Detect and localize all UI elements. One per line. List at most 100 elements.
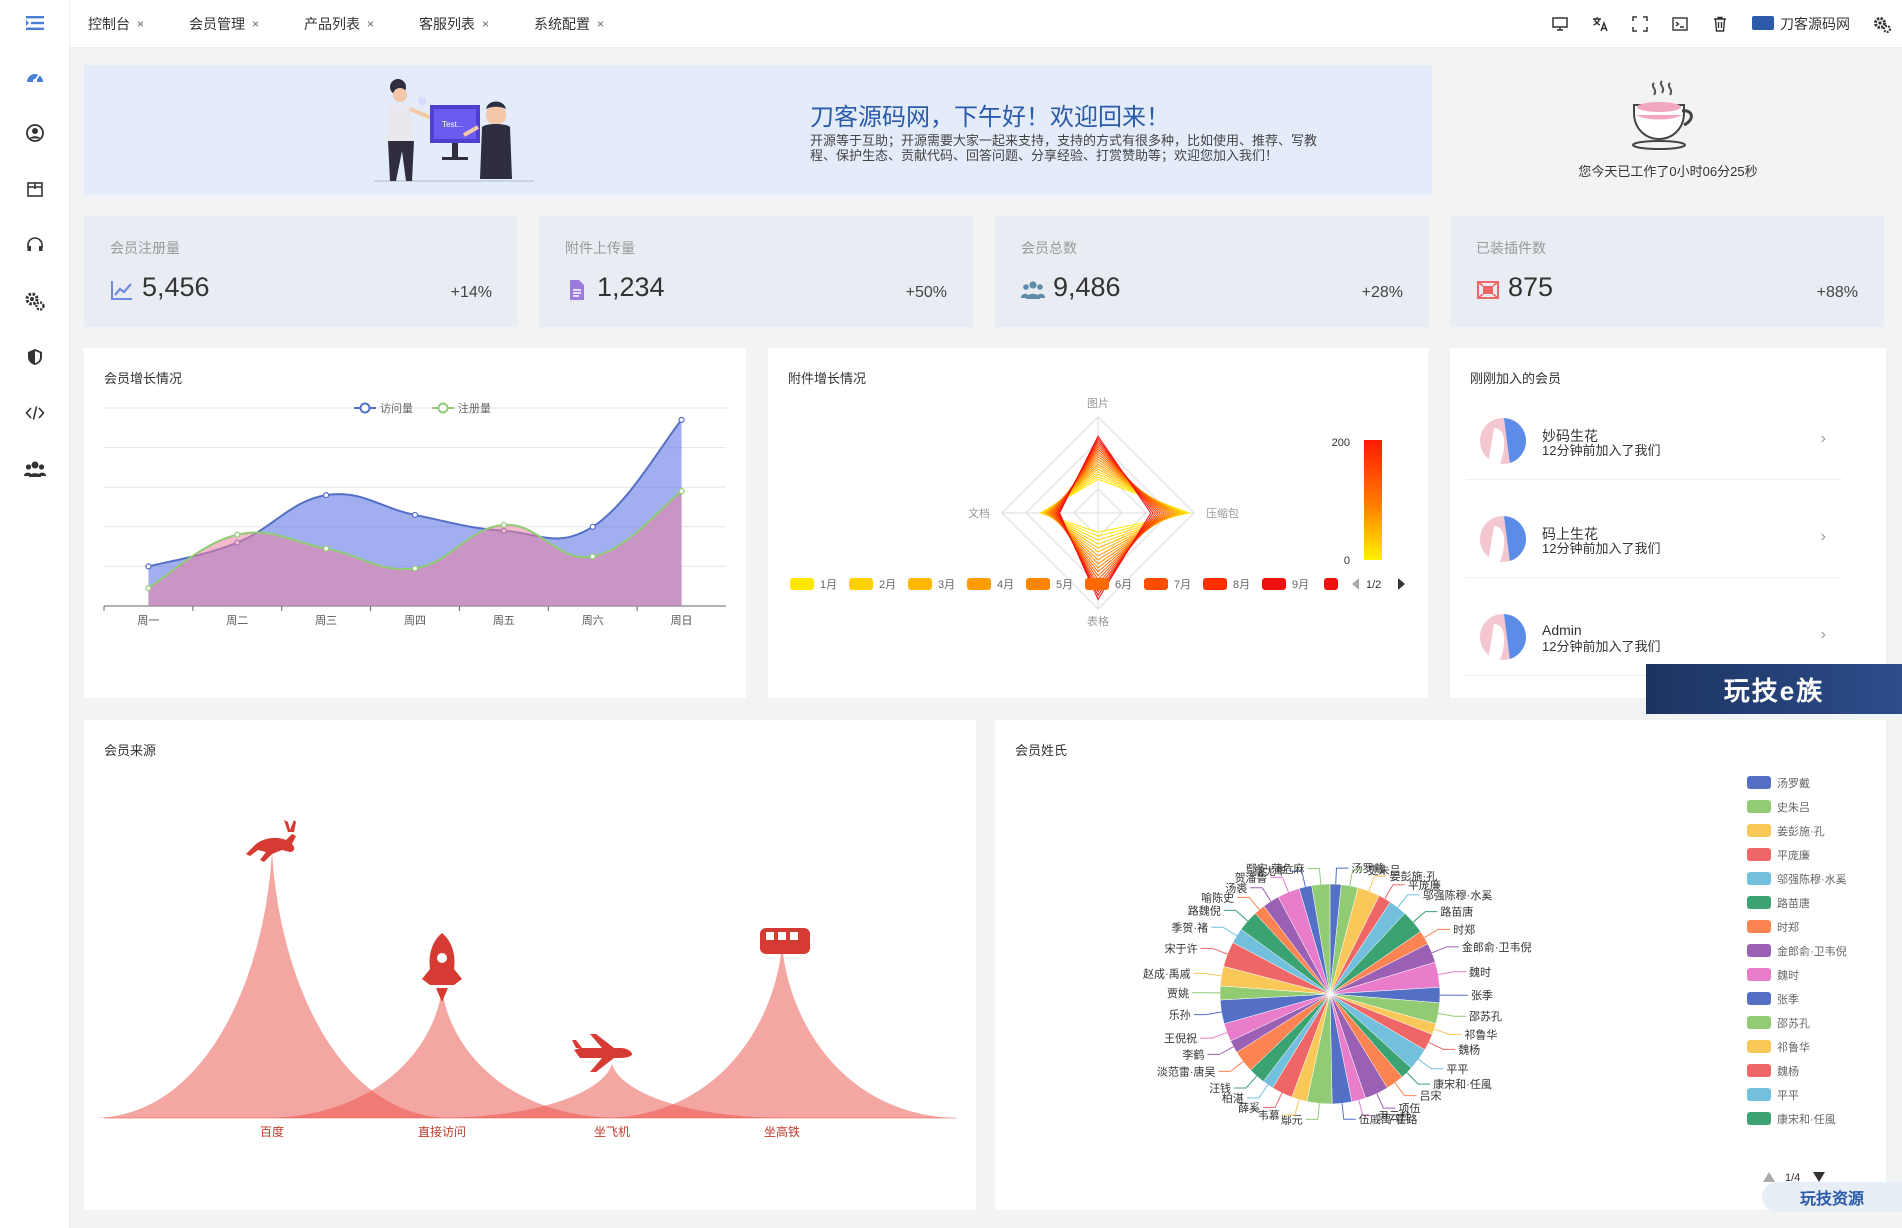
data-point	[323, 492, 330, 499]
legend-label: 汤罗戴	[1777, 776, 1810, 790]
data-point	[589, 553, 596, 560]
gears-icon[interactable]	[22, 288, 48, 314]
close-icon[interactable]: ×	[482, 17, 490, 31]
pie-label: 时郑	[1453, 922, 1475, 936]
legend-swatch	[1747, 776, 1771, 789]
chevron-right-icon: ›	[1820, 430, 1826, 447]
legend-label: 1月	[820, 579, 837, 591]
site-name[interactable]: 刀客源码网	[1780, 16, 1850, 32]
data-point	[500, 521, 507, 528]
pie-label: 宋于许	[1165, 941, 1198, 955]
surname-pie-chart: 汤罗戴史朱吕姜彭施·孔平庞廉邬强陈穆·水奚路苗唐时郑金郎俞·卫韦倪魏时张季邵苏孔…	[1143, 776, 1847, 1184]
package-icon[interactable]	[22, 176, 48, 202]
trash-icon[interactable]	[1708, 12, 1732, 36]
close-icon[interactable]: ×	[367, 17, 375, 31]
legend-swatch	[1747, 944, 1771, 957]
legend-swatch	[1747, 800, 1771, 813]
legend-label: 魏杨	[1777, 1064, 1799, 1078]
stat-change: +50%	[905, 284, 947, 301]
stat-card-plugins: 已装插件数 875 +88%	[1450, 216, 1884, 327]
pie-label: 邵苏孔	[1469, 1010, 1502, 1023]
legend-swatch	[1203, 578, 1227, 590]
pie-label: 项伍	[1399, 1102, 1421, 1115]
terminal-icon[interactable]	[1668, 12, 1692, 36]
close-icon[interactable]: ×	[597, 17, 605, 31]
pie-label-line	[1335, 867, 1349, 885]
pie-label-line	[1193, 972, 1222, 977]
file-icon	[570, 280, 584, 300]
headset-icon[interactable]	[22, 232, 48, 258]
user-icon[interactable]	[22, 120, 48, 146]
pie-label-line	[1438, 971, 1467, 976]
tab-label: 客服列表	[419, 16, 475, 32]
fullscreen-icon[interactable]	[1628, 12, 1652, 36]
stat-value: 9,486	[1053, 272, 1121, 302]
tab-dashboard[interactable]: 控制台 ×	[88, 0, 144, 48]
stat-value: 5,456	[142, 272, 210, 302]
radar-indicator-label: 表格	[1087, 614, 1109, 628]
pie-label: 贾姚	[1167, 986, 1189, 1000]
pie-label: 汤罗戴	[1351, 861, 1384, 875]
legend-label: 路苗唐	[1777, 896, 1810, 910]
pie-label-line	[1282, 1099, 1300, 1116]
legend-label: 张季	[1777, 993, 1799, 1006]
pie-label-line	[1250, 887, 1272, 902]
train-icon	[760, 928, 810, 954]
pie-label-line	[1270, 876, 1289, 893]
card-title: 会员增长情况	[104, 371, 183, 386]
radar-indicator-label: 图片	[1087, 397, 1109, 410]
pie-label: 淡范雷·唐吴	[1157, 1064, 1216, 1078]
code-icon[interactable]	[22, 400, 48, 426]
legend-label: 康宋和·任風	[1777, 1112, 1836, 1126]
pie-label: 伍戚禹·霍路	[1359, 1113, 1418, 1126]
card-title: 刚刚加入的会员	[1470, 371, 1562, 386]
dashboard-icon[interactable]	[22, 64, 48, 90]
pie-label: 赵成·禹戚	[1143, 966, 1191, 980]
member-name: Admin	[1542, 622, 1582, 638]
x-tick-label: 百度	[260, 1124, 284, 1139]
legend-label: 邬强陈穆·水奚	[1777, 872, 1847, 886]
translate-icon[interactable]	[1588, 12, 1612, 36]
tab-label: 系统配置	[534, 16, 590, 32]
close-icon[interactable]: ×	[137, 17, 145, 31]
legend-label: 邵苏孔	[1777, 1017, 1810, 1030]
stat-change: +28%	[1361, 284, 1403, 301]
pie-label-line	[1289, 870, 1306, 887]
legend-swatch	[1144, 578, 1168, 590]
legend-label: 姜彭施·孔	[1777, 824, 1825, 838]
users-icon[interactable]	[22, 456, 48, 482]
work-time-text: 您今天已工作了0小时06分25秒	[1578, 164, 1758, 179]
stat-change: +88%	[1816, 284, 1858, 301]
menu-toggle-icon[interactable]	[22, 10, 48, 36]
pie-label: 常尤毕	[1254, 865, 1287, 878]
stat-label: 已装插件数	[1476, 240, 1546, 256]
stat-label: 会员总数	[1021, 240, 1077, 256]
x-tick-label: 坐高铁	[764, 1124, 800, 1139]
stat-card-uploads: 附件上传量 1,234 +50%	[539, 216, 973, 327]
rocket-icon	[422, 933, 462, 1002]
member-joined: 12分钟前加入了我们	[1542, 639, 1661, 654]
member-item[interactable]: 妙码生花 12分钟前加入了我们 ›	[1466, 396, 1842, 480]
source-bar	[432, 1063, 792, 1118]
tab-members[interactable]: 会员管理 ×	[189, 0, 259, 48]
tab-settings[interactable]: 系统配置 ×	[534, 0, 604, 48]
tab-label: 控制台	[88, 16, 130, 32]
legend-marker	[437, 402, 449, 414]
legend-swatch	[1026, 578, 1050, 590]
tab-products[interactable]: 产品列表 ×	[304, 0, 374, 48]
monitor-icon[interactable]	[1548, 12, 1572, 36]
source-bar	[262, 987, 622, 1118]
tab-support[interactable]: 客服列表 ×	[419, 0, 489, 48]
surname-chart-card: 会员姓氏 汤罗戴 史朱吕 姜彭施·孔 平庞廉 邬强陈穆·水奚 路苗唐 时郑 金郎俞·卫韦倪 魏时…	[995, 720, 1886, 1210]
close-icon[interactable]: ×	[252, 17, 260, 31]
shield-icon[interactable]	[22, 344, 48, 370]
settings-icon[interactable]	[1870, 12, 1894, 36]
visualmap-bar	[1364, 440, 1382, 560]
member-item[interactable]: 码上生花 12分钟前加入了我们 ›	[1466, 494, 1842, 578]
card-title: 会员姓氏	[1015, 743, 1068, 758]
pie-label: 金郎俞·卫韦倪	[1462, 940, 1532, 954]
pie-label-line	[1397, 894, 1420, 908]
pie-label: 乐孙	[1169, 1009, 1191, 1022]
pie-label-line	[1223, 909, 1249, 922]
